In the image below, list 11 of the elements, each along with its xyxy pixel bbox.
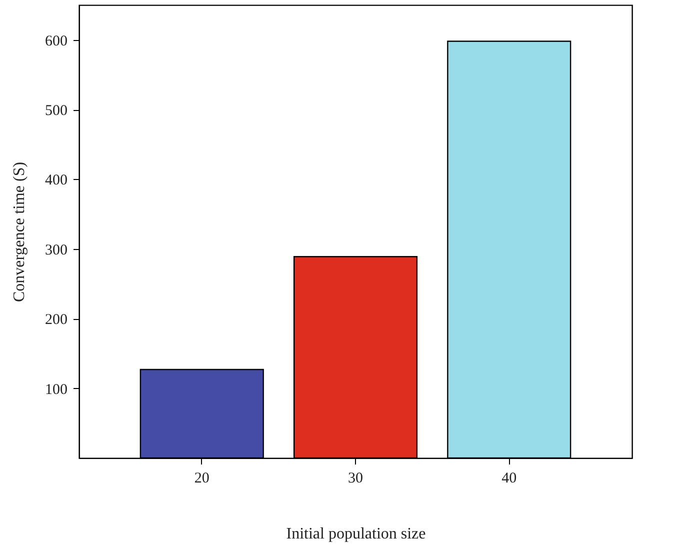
x-tick-label: 20 bbox=[194, 470, 210, 486]
y-tick-label: 200 bbox=[45, 312, 68, 328]
x-axis-title: Initial population size bbox=[286, 526, 426, 542]
x-tick-label: 30 bbox=[348, 470, 363, 486]
y-tick-label: 500 bbox=[45, 103, 68, 120]
y-tick-label: 100 bbox=[45, 382, 68, 398]
y-tick-label: 600 bbox=[45, 33, 68, 50]
y-axis-title: Convergence time (S) bbox=[11, 162, 28, 302]
y-tick-label: 400 bbox=[45, 172, 68, 189]
y-tick-label: 300 bbox=[45, 242, 68, 258]
x-tick-label: 40 bbox=[502, 470, 517, 486]
